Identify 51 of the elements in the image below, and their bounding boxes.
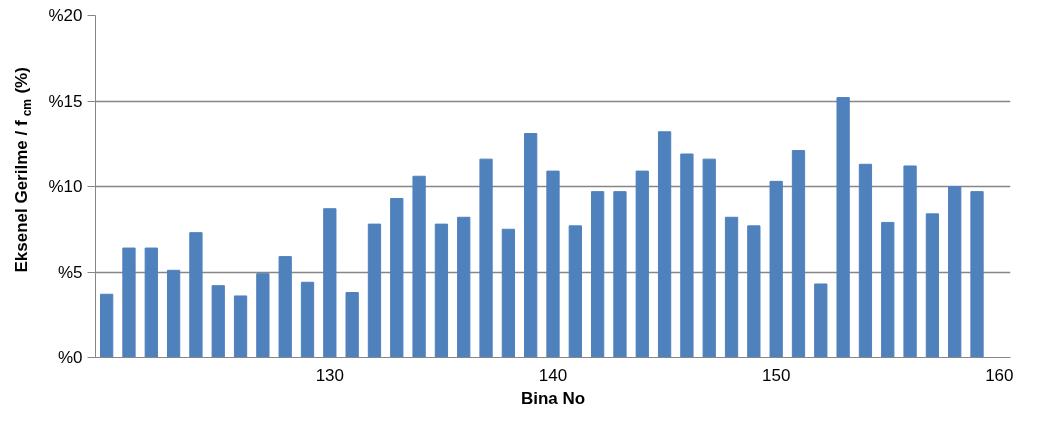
y-tick-label: %5 [57, 262, 83, 282]
bar [233, 295, 248, 358]
bar [457, 216, 471, 358]
bar [345, 292, 359, 358]
bar [524, 132, 538, 358]
bar [747, 225, 761, 358]
bar [836, 97, 850, 358]
bar [702, 158, 716, 358]
bar [300, 281, 315, 358]
bar [568, 225, 582, 358]
y-tick-label: %20 [48, 6, 83, 25]
bar [925, 213, 940, 358]
bar [166, 269, 181, 358]
x-axis-title: Bina No [520, 388, 586, 408]
bar [948, 186, 962, 358]
bar [591, 191, 605, 358]
bar [881, 221, 895, 358]
bar [791, 150, 806, 358]
bar [479, 158, 493, 358]
bar [390, 197, 404, 358]
bar [122, 247, 136, 358]
y-tick-label: %0 [57, 348, 83, 367]
x-tick-label: 160 [985, 365, 1014, 385]
bar [367, 223, 382, 358]
bar [724, 216, 739, 358]
bar [501, 228, 515, 358]
bar [657, 131, 672, 358]
bar [546, 170, 560, 358]
bar [635, 170, 649, 358]
bar [189, 232, 203, 358]
bar [412, 175, 426, 358]
x-tick-label: 140 [538, 365, 568, 385]
bar [323, 208, 337, 358]
bar [970, 191, 984, 358]
bar [278, 256, 292, 358]
bar [434, 223, 449, 358]
bar [256, 273, 270, 358]
bar [211, 285, 225, 358]
bar [100, 293, 114, 358]
y-tick-label: %10 [48, 177, 83, 196]
bar [144, 247, 158, 358]
y-tick-label: %15 [48, 91, 83, 111]
bar [858, 163, 873, 358]
bar [903, 165, 917, 358]
x-tick-label: 150 [761, 365, 791, 385]
bar [769, 180, 783, 358]
x-tick-label: 130 [315, 365, 345, 385]
bar [680, 153, 694, 358]
bar [613, 191, 627, 358]
bar [814, 283, 828, 358]
y-axis-title: Eksenel Gerilme / fcm (%) [12, 67, 34, 273]
